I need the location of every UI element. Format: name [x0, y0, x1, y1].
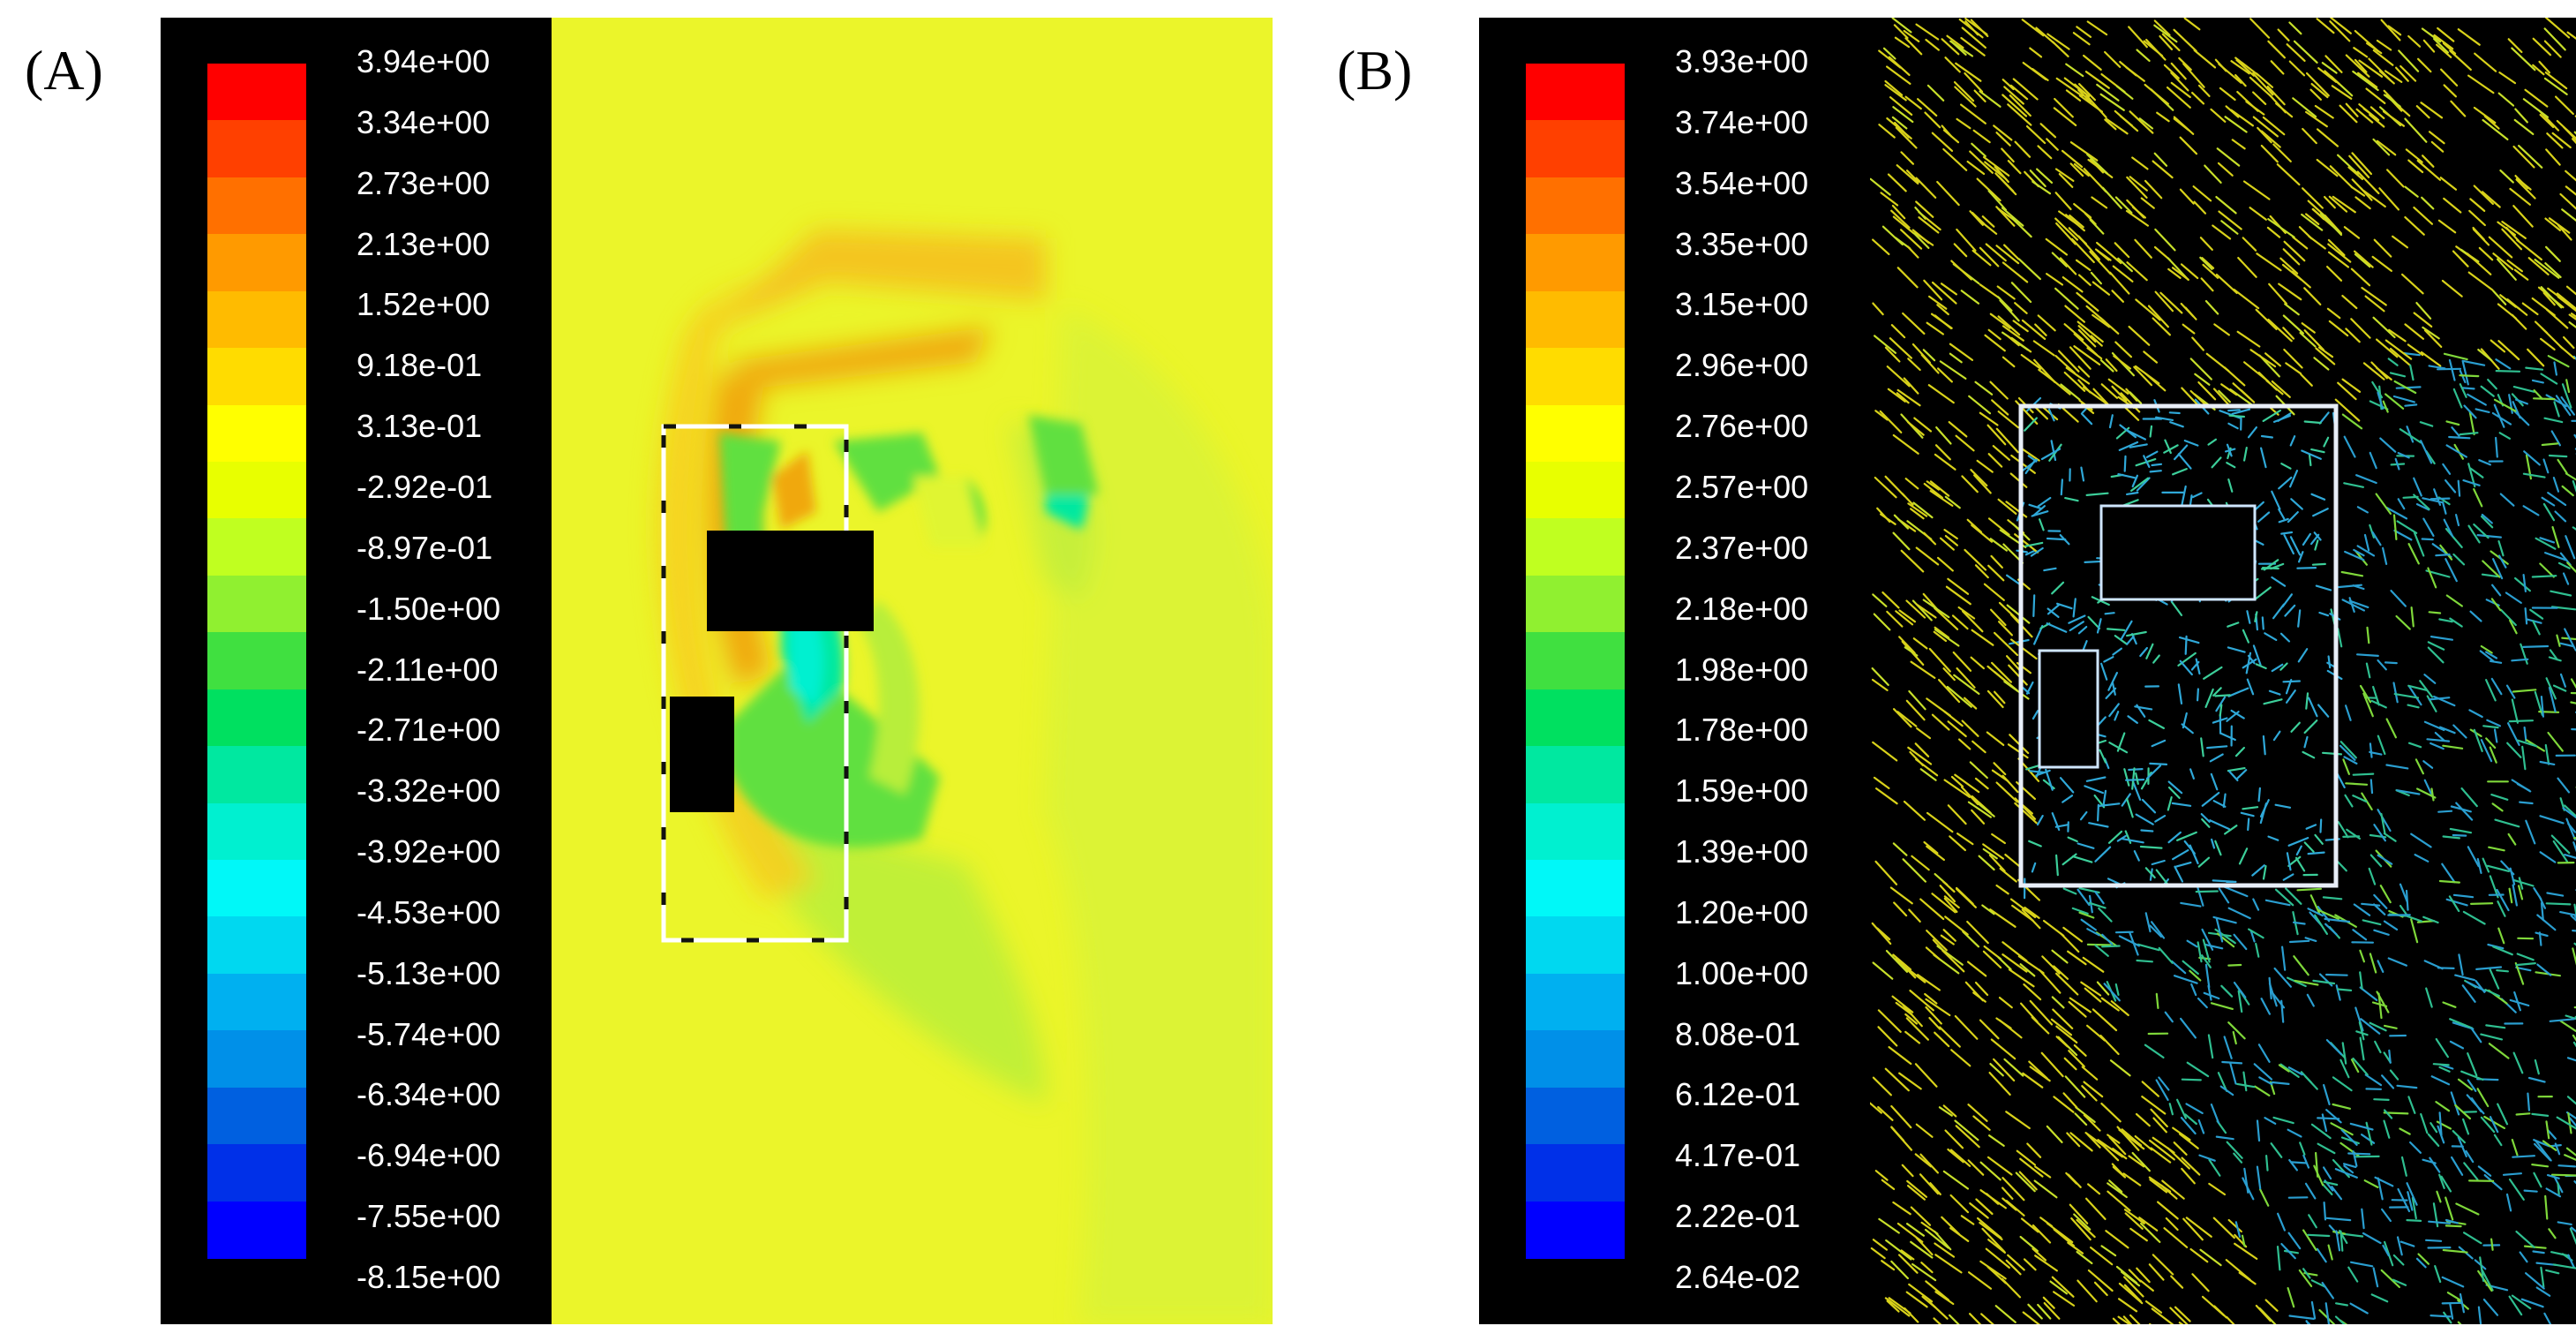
scale-tick-label: -3.32e+00: [357, 772, 501, 810]
scale-swatch: [1526, 462, 1625, 520]
scale-swatch: [207, 1201, 306, 1259]
panel-b-velocity-vector-field: [1870, 18, 2576, 1324]
scale-swatch: [1526, 1201, 1625, 1259]
scale-swatch: [1526, 1087, 1625, 1145]
scale-swatch: [1526, 518, 1625, 576]
scale-tick-label: 2.76e+00: [1675, 408, 1809, 445]
scale-tick-label: -2.11e+00: [357, 651, 499, 688]
scale-swatch: [1526, 916, 1625, 975]
scale-tick-label: 1.98e+00: [1675, 651, 1809, 688]
scale-tick-label: 1.39e+00: [1675, 833, 1809, 870]
scale-tick-label: 3.94e+00: [357, 43, 491, 79]
panel-a-pressure-contour-field: [552, 18, 1273, 1324]
panel-b-label: (B): [1337, 39, 1413, 102]
scale-swatch: [207, 746, 306, 804]
scale-tick-label: 3.13e-01: [357, 408, 483, 445]
scale-swatch: [1526, 64, 1625, 122]
scale-swatch: [207, 177, 306, 235]
scale-swatch: [207, 1030, 306, 1089]
scale-tick-label: -6.34e+00: [357, 1076, 501, 1113]
scale-swatch: [207, 290, 306, 349]
scale-swatch: [1526, 689, 1625, 747]
scale-swatch: [207, 802, 306, 861]
scale-tick-label: 2.13e+00: [357, 225, 491, 262]
scale-tick-label: 1.59e+00: [1675, 772, 1809, 810]
scale-tick-label: 1.20e+00: [1675, 893, 1809, 930]
panel-a-color-scale: 3.94e+00 3.34e+00 2.73e+00 2.13e+00 1.52e+00…: [161, 18, 552, 1324]
panel-b-figure: 3.93e+00 3.74e+00 3.54e+00 3.35e+00 3.15e+00…: [1479, 18, 2576, 1324]
scale-swatch: [1526, 1144, 1625, 1202]
scale-tick-label: -7.55e+00: [357, 1198, 501, 1235]
scale-swatch: [207, 120, 306, 178]
scale-swatch: [207, 575, 306, 633]
scale-tick-label: -2.92e-01: [357, 468, 493, 505]
scale-swatch: [1526, 973, 1625, 1031]
scale-tick-label: 3.35e+00: [1675, 225, 1809, 262]
scale-tick-label: 3.15e+00: [1675, 286, 1809, 323]
scale-swatch: [1526, 120, 1625, 178]
scale-swatch: [1526, 746, 1625, 804]
scale-tick-label: 1.00e+00: [1675, 954, 1809, 991]
scale-swatch: [207, 916, 306, 975]
scale-tick-label: -5.74e+00: [357, 1015, 501, 1052]
scale-tick-label: 4.17e-01: [1675, 1137, 1801, 1174]
scale-tick-label: 3.93e+00: [1675, 43, 1809, 79]
scale-swatch: [1526, 290, 1625, 349]
scale-swatch: [1526, 1030, 1625, 1089]
scale-swatch: [207, 1144, 306, 1202]
scale-tick-label: -8.97e-01: [357, 529, 493, 566]
scale-tick-label: -1.50e+00: [357, 590, 501, 627]
obstacle-lower: [670, 697, 734, 812]
panel-a-label: (A): [25, 39, 103, 102]
scale-tick-label: 3.54e+00: [1675, 164, 1809, 201]
scale-swatch: [207, 860, 306, 918]
scale-tick-label: 1.52e+00: [357, 286, 491, 323]
velocity-vectors: [1870, 18, 2576, 1324]
scale-swatch: [207, 689, 306, 747]
scale-tick-label: 2.96e+00: [1675, 347, 1809, 384]
scale-tick-label: 2.22e-01: [1675, 1198, 1801, 1235]
scale-swatch: [207, 462, 306, 520]
obstacle-lower: [2038, 649, 2099, 769]
scale-tick-label: -3.92e+00: [357, 833, 501, 870]
obstacle-upper: [2099, 504, 2257, 601]
scale-tick-label: 2.64e-02: [1675, 1259, 1801, 1295]
scale-tick-label: -2.71e+00: [357, 712, 501, 749]
scale-swatch: [207, 404, 306, 463]
scale-swatch: [1526, 234, 1625, 292]
scale-swatch: [1526, 348, 1625, 406]
panel-a-figure: 3.94e+00 3.34e+00 2.73e+00 2.13e+00 1.52e+00…: [161, 18, 1273, 1324]
scale-tick-label: 2.73e+00: [357, 164, 491, 201]
scale-swatch: [1526, 177, 1625, 235]
scale-swatch: [207, 64, 306, 122]
room-outline: [2018, 403, 2339, 888]
scale-tick-label: 6.12e-01: [1675, 1076, 1801, 1113]
scale-swatch: [207, 518, 306, 576]
scale-swatch: [207, 632, 306, 690]
scale-tick-label: -5.13e+00: [357, 954, 501, 991]
scale-swatch: [207, 234, 306, 292]
scale-tick-label: 2.57e+00: [1675, 468, 1809, 505]
scale-tick-label: 8.08e-01: [1675, 1015, 1801, 1052]
scale-swatch: [1526, 860, 1625, 918]
scale-swatch: [1526, 575, 1625, 633]
scale-tick-label: -4.53e+00: [357, 893, 501, 930]
scale-tick-label: 3.34e+00: [357, 103, 491, 140]
scale-tick-label: 2.18e+00: [1675, 590, 1809, 627]
scale-tick-label: 1.78e+00: [1675, 712, 1809, 749]
obstacle-upper: [707, 531, 874, 631]
scale-tick-label: -8.15e+00: [357, 1259, 501, 1295]
scale-swatch: [207, 1087, 306, 1145]
scale-swatch: [1526, 632, 1625, 690]
scale-swatch: [207, 973, 306, 1031]
scale-swatch: [1526, 404, 1625, 463]
scale-tick-label: 3.74e+00: [1675, 103, 1809, 140]
scale-tick-label: -6.94e+00: [357, 1137, 501, 1174]
scale-swatch: [1526, 802, 1625, 861]
scale-tick-label: 2.37e+00: [1675, 529, 1809, 566]
panel-b-color-scale: 3.93e+00 3.74e+00 3.54e+00 3.35e+00 3.15e+00…: [1479, 18, 1870, 1324]
scale-swatch: [207, 348, 306, 406]
scale-tick-label: 9.18e-01: [357, 347, 483, 384]
